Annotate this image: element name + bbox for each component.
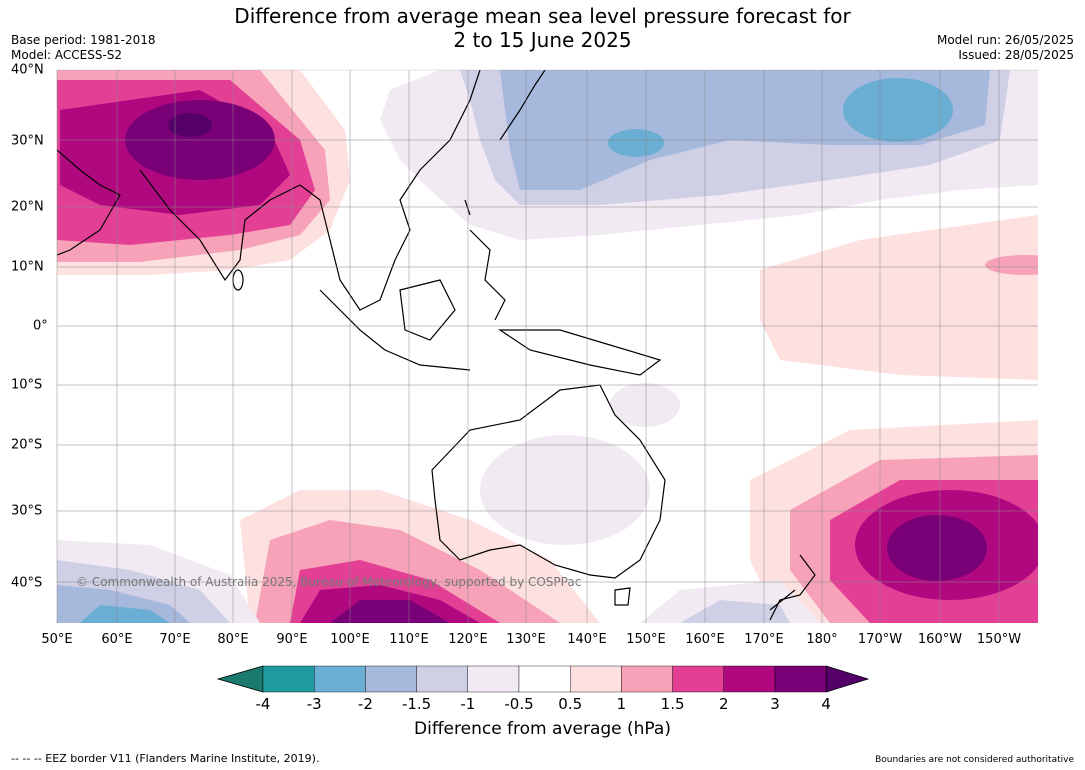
colorbar-segment: [570, 665, 622, 693]
meta-right: Model run: 26/05/2025 Issued: 28/05/2025: [937, 33, 1074, 63]
lat-label-0: 0°: [33, 318, 48, 334]
lon-label: 150°W: [976, 632, 1022, 647]
colorbar-segment: [467, 665, 520, 693]
title-line-2: 2 to 15 June 2025: [453, 28, 632, 52]
lat-label-10s: 10°S: [11, 377, 43, 393]
meridians: [56, 70, 1000, 623]
lat-label-30n: 30°N: [11, 133, 44, 149]
colorbar-tick-label: 3: [770, 695, 780, 713]
lon-label: 140°E: [567, 632, 607, 647]
colorbar-tick-label: -2: [357, 695, 373, 713]
colorbar-extend-low: [216, 665, 264, 693]
colorbar-tick-label: -0.5: [504, 695, 534, 713]
model-name: Model: ACCESS-S2: [11, 48, 123, 62]
colorbar-tick-label: -3: [306, 695, 322, 713]
lon-label: 170°W: [857, 632, 903, 647]
gridlines: [57, 69, 1038, 583]
lat-label-20s: 20°S: [11, 437, 43, 453]
colorbar-extend-high: [825, 665, 870, 693]
lon-label: 60°E: [101, 632, 133, 647]
colorbar-segment: [262, 665, 315, 693]
colorbar-tick-label: 2: [719, 695, 729, 713]
lon-label: 170°E: [744, 632, 784, 647]
lon-label: 180°: [806, 632, 838, 647]
lon-label: 70°E: [159, 632, 191, 647]
colorbar-tick-label: 0.5: [558, 695, 583, 713]
issued-date: Issued: 28/05/2025: [958, 48, 1074, 62]
title-line-1: Difference from average mean sea level p…: [234, 4, 851, 28]
lat-label-30s: 30°S: [11, 503, 43, 519]
lat-label-20n: 20°N: [11, 199, 44, 215]
colorbar-segment: [518, 665, 571, 693]
colorbar-segment: [365, 665, 417, 693]
colorbar-segment: [314, 665, 366, 693]
colorbar-label: Difference from average (hPa): [414, 719, 671, 739]
lat-label-10n: 10°N: [11, 259, 44, 275]
model-run: Model run: 26/05/2025: [936, 33, 1074, 47]
colorbar-tick-label: 1: [616, 695, 627, 713]
lat-label-40s: 40°S: [11, 575, 43, 591]
colorbar-tick-label: -4: [255, 695, 271, 713]
lon-label: 50°E: [41, 632, 73, 647]
map-title: Difference from average mean sea level p…: [0, 4, 1085, 52]
meta-left: Base period: 1981-2018 Model: ACCESS-S2: [11, 33, 156, 63]
lon-label: 130°E: [506, 632, 546, 647]
colorbar-segment: [774, 665, 827, 693]
colorbar-segment: [416, 665, 469, 693]
colorbar-tick-label: -1: [460, 695, 476, 713]
lat-label-40n: 40°N: [11, 62, 44, 78]
boundary-disclaimer: Boundaries are not considered authoritat…: [875, 755, 1074, 765]
lon-label: 110°E: [389, 632, 429, 647]
lon-label: 160°E: [685, 632, 725, 647]
colorbar-tick-label: 1.5: [660, 695, 685, 713]
copyright-notice: © Commonwealth of Australia 2025, Bureau…: [76, 575, 582, 589]
base-period: Base period: 1981-2018: [11, 33, 156, 47]
lon-label: 80°E: [217, 632, 249, 647]
lon-label: 150°E: [626, 632, 666, 647]
eez-footnote: -- -- -- EEZ border V11 (Flanders Marine…: [11, 752, 320, 765]
lon-label: 120°E: [448, 632, 488, 647]
colorbar-segment: [672, 665, 724, 693]
lon-label: 90°E: [276, 632, 308, 647]
lon-label: 100°E: [330, 632, 370, 647]
colorbar-segment: [723, 665, 776, 693]
colorbar-tick-label: -1.5: [401, 695, 432, 713]
lon-label: 160°W: [917, 632, 963, 647]
colorbar-tick-label: 4: [821, 695, 831, 713]
colorbar-segment: [621, 665, 673, 693]
